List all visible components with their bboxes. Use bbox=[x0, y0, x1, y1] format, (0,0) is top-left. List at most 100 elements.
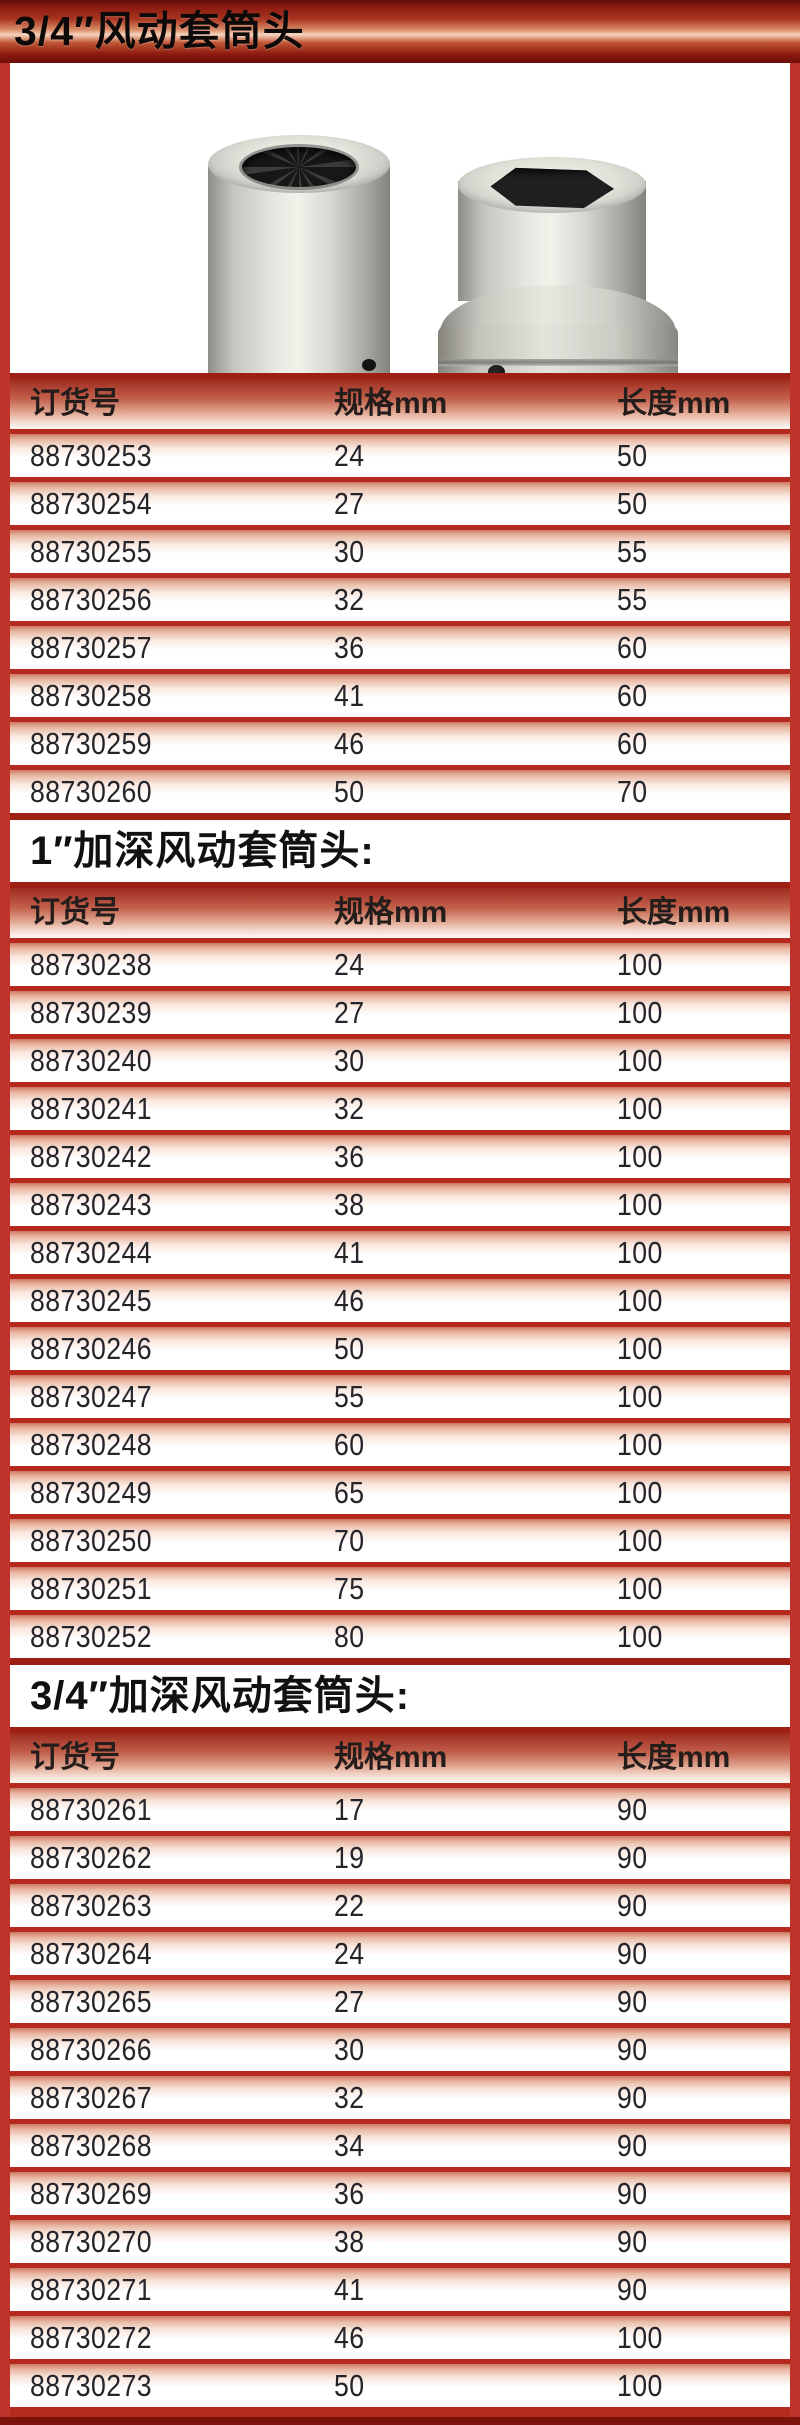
cell-value: 88730246 bbox=[30, 1331, 153, 1366]
section-title-text: 3/4″加深风动套筒头: bbox=[30, 1674, 411, 1718]
cell-value: 24 bbox=[334, 1936, 365, 1971]
order-number-cell: 88730239 bbox=[10, 997, 334, 1028]
cell-value: 32 bbox=[334, 582, 365, 617]
cell-value: 70 bbox=[617, 774, 648, 809]
cell-value: 80 bbox=[334, 1619, 365, 1654]
cell-value: 88730243 bbox=[30, 1187, 153, 1222]
cell-value: 55 bbox=[617, 534, 648, 569]
order-number-cell: 88730263 bbox=[10, 1890, 334, 1921]
table-row: 88730254 27 50 bbox=[10, 477, 790, 525]
length-mm-cell: 90 bbox=[617, 2130, 790, 2161]
order-number-cell: 88730242 bbox=[10, 1141, 334, 1172]
table-row: 88730266 30 90 bbox=[10, 2023, 790, 2071]
order-number-cell: 88730265 bbox=[10, 1986, 334, 2017]
table-row: 88730247 55 100 bbox=[10, 1370, 790, 1418]
length-mm-cell: 100 bbox=[617, 1429, 790, 1460]
cell-value: 60 bbox=[617, 678, 648, 713]
spec-mm-cell: 41 bbox=[334, 2274, 617, 2305]
order-number-cell: 88730261 bbox=[10, 1794, 334, 1825]
length-mm-cell: 100 bbox=[617, 1237, 790, 1268]
cell-value: 24 bbox=[334, 947, 365, 982]
order-number-cell: 88730269 bbox=[10, 2178, 334, 2209]
length-mm-cell: 100 bbox=[617, 2322, 790, 2353]
length-mm-cell: 90 bbox=[617, 2274, 790, 2305]
socket-12pt-pin-hole bbox=[362, 359, 376, 371]
spec-mm-cell: 32 bbox=[334, 1093, 617, 1124]
order-number-cell: 88730258 bbox=[10, 680, 334, 711]
cell-value: 50 bbox=[334, 2368, 365, 2403]
spec-mm-cell: 32 bbox=[334, 2082, 617, 2113]
cell-value: 100 bbox=[617, 1331, 663, 1366]
table-socket-34: 订货号 规格mm 长度mm 88730253 24 50 88730254 27 50 88730… bbox=[10, 373, 790, 820]
socket-12pt-hole bbox=[242, 147, 356, 187]
cell-value: 88730249 bbox=[30, 1475, 153, 1510]
order-number-cell: 88730259 bbox=[10, 728, 334, 759]
order-number-cell: 88730257 bbox=[10, 632, 334, 663]
order-number-cell: 88730272 bbox=[10, 2322, 334, 2353]
table-row: 88730243 38 100 bbox=[10, 1178, 790, 1226]
cell-value: 88730257 bbox=[30, 630, 153, 665]
cell-value: 88730260 bbox=[30, 774, 153, 809]
cell-value: 60 bbox=[334, 1427, 365, 1462]
cell-value: 88730265 bbox=[30, 1984, 153, 2019]
cell-value: 88730240 bbox=[30, 1043, 153, 1078]
cell-value: 88730263 bbox=[30, 1888, 153, 1923]
cell-value: 100 bbox=[617, 1187, 663, 1222]
cell-value: 100 bbox=[617, 1475, 663, 1510]
spec-mm-cell: 70 bbox=[334, 1525, 617, 1556]
cell-value: 88730261 bbox=[30, 1792, 153, 1827]
cell-value: 36 bbox=[334, 1139, 365, 1174]
section-title-text: 1″加深风动套筒头: bbox=[30, 829, 375, 873]
spec-mm-cell: 17 bbox=[334, 1794, 617, 1825]
cell-value: 60 bbox=[617, 726, 648, 761]
cell-value: 100 bbox=[617, 1091, 663, 1126]
cell-value: 88730266 bbox=[30, 2032, 153, 2067]
cell-value: 24 bbox=[334, 438, 365, 473]
cell-value: 88730270 bbox=[30, 2224, 153, 2259]
cell-value: 46 bbox=[334, 2320, 365, 2355]
cell-value: 50 bbox=[334, 774, 365, 809]
column-header: 长度mm bbox=[617, 387, 731, 420]
order-number-cell: 88730249 bbox=[10, 1477, 334, 1508]
spec-mm-cell: 50 bbox=[334, 2370, 617, 2401]
spec-mm-cell: 27 bbox=[334, 488, 617, 519]
table-row: 88730263 22 90 bbox=[10, 1879, 790, 1927]
length-mm-cell: 100 bbox=[617, 1285, 790, 1316]
length-mm-cell: 55 bbox=[617, 584, 790, 615]
order-number-cell: 88730267 bbox=[10, 2082, 334, 2113]
spec-mm-cell: 60 bbox=[334, 1429, 617, 1460]
length-mm-cell: 90 bbox=[617, 2082, 790, 2113]
table-row: 88730265 27 90 bbox=[10, 1975, 790, 2023]
length-mm-cell: 100 bbox=[617, 1141, 790, 1172]
order-number-cell: 88730266 bbox=[10, 2034, 334, 2065]
cell-value: 100 bbox=[617, 1427, 663, 1462]
cell-value: 88730259 bbox=[30, 726, 153, 761]
table-socket-34-deep: 订货号 规格mm 长度mm 88730261 17 90 88730262 19 90 88730… bbox=[10, 1727, 790, 2407]
table-row: 88730261 17 90 bbox=[10, 1788, 790, 1831]
order-number-cell: 88730255 bbox=[10, 536, 334, 567]
page-title-banner: 3/4″风动套筒头 bbox=[0, 0, 800, 63]
cell-value: 88730273 bbox=[30, 2368, 153, 2403]
column-header: 规格mm bbox=[334, 1741, 448, 1774]
length-mm-cell: 100 bbox=[617, 997, 790, 1028]
table-row: 88730241 32 100 bbox=[10, 1082, 790, 1130]
order-number-cell: 88730252 bbox=[10, 1621, 334, 1652]
table-row: 88730245 46 100 bbox=[10, 1274, 790, 1322]
table-row: 88730271 41 90 bbox=[10, 2263, 790, 2311]
section-title-34-deep: 3/4″加深风动套筒头: bbox=[10, 1665, 790, 1727]
length-mm-cell: 60 bbox=[617, 728, 790, 759]
cell-value: 100 bbox=[617, 2320, 663, 2355]
cell-value: 88730271 bbox=[30, 2272, 153, 2307]
length-mm-cell: 70 bbox=[617, 776, 790, 807]
cell-value: 38 bbox=[334, 1187, 365, 1222]
order-number-cell: 88730251 bbox=[10, 1573, 334, 1604]
cell-value: 88730256 bbox=[30, 582, 153, 617]
length-mm-cell: 100 bbox=[617, 1333, 790, 1364]
spec-mm-cell: 38 bbox=[334, 2226, 617, 2257]
spec-mm-cell: 30 bbox=[334, 1045, 617, 1076]
table-row: 88730268 34 90 bbox=[10, 2119, 790, 2167]
cell-value: 100 bbox=[617, 1043, 663, 1078]
spec-mm-cell: 80 bbox=[334, 1621, 617, 1652]
spec-mm-cell: 46 bbox=[334, 2322, 617, 2353]
